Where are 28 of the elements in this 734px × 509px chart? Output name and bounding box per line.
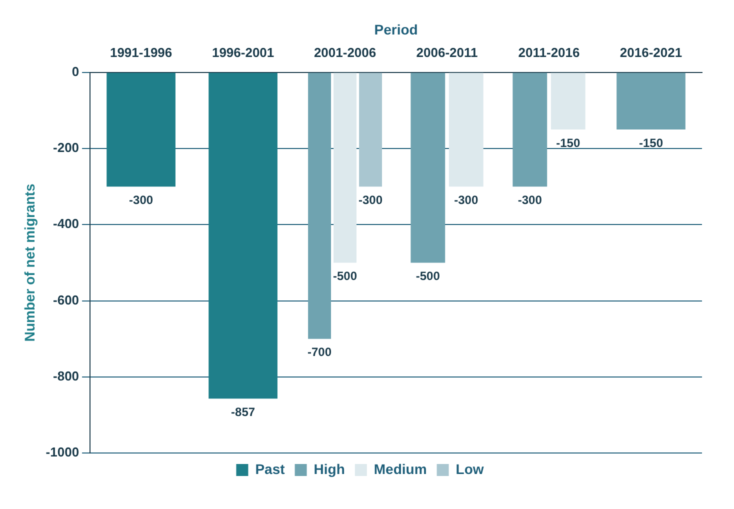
data-label: -150 — [638, 136, 664, 150]
legend-label: Low — [456, 460, 484, 477]
data-label: -300 — [358, 192, 383, 207]
x-tick-label: 1991-1996 — [110, 45, 172, 60]
data-label: -857 — [231, 404, 256, 419]
y-tick-label: 0 — [72, 64, 80, 79]
y-axis-title: Number of net migrants — [21, 184, 38, 342]
data-label: -300 — [454, 192, 478, 207]
y-tick-label: -400 — [53, 216, 80, 232]
data-label: -700 — [308, 345, 332, 360]
data-label: -300 — [129, 192, 154, 207]
y-tick-label: -1000 — [46, 444, 80, 460]
legend-label: Past — [255, 460, 286, 477]
x-axis-title: Period — [374, 21, 418, 38]
y-tick-label: -200 — [53, 140, 80, 156]
y-tick-label: -600 — [53, 292, 80, 308]
data-label: -300 — [518, 192, 542, 207]
x-tick-label: 1996-2001 — [212, 45, 274, 60]
x-tick-label: 2011-2016 — [518, 45, 580, 60]
data-label: -500 — [333, 269, 358, 284]
legend-label: High — [314, 460, 345, 477]
y-tick-label: -800 — [53, 368, 80, 384]
data-label: -150 — [556, 136, 580, 150]
x-tick-label: 2001-2006 — [314, 45, 376, 60]
x-tick-label: 2016-2021 — [620, 45, 682, 60]
data-label: -500 — [416, 269, 440, 284]
legend-label: Medium — [374, 460, 427, 477]
x-tick-label: 2006-2011 — [416, 45, 478, 60]
